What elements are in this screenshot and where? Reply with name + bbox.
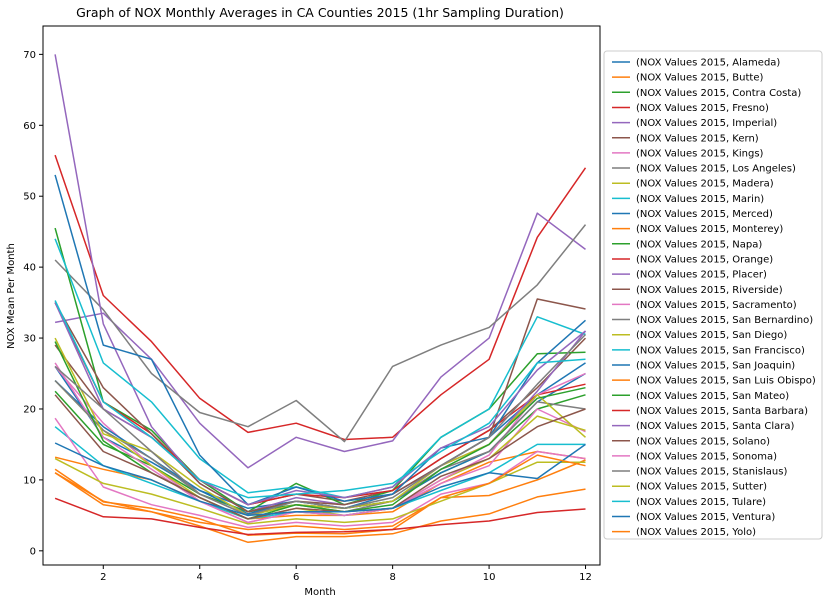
legend-items: (NOX Values 2015, Alameda) (NOX Values 20… <box>612 58 816 538</box>
legend-label: (NOX Values 2015, San Joaquin) <box>636 361 795 372</box>
legend-label: (NOX Values 2015, Fresno) <box>636 103 769 114</box>
y-tick-label: 50 <box>23 192 36 203</box>
legend-label: (NOX Values 2015, Napa) <box>636 239 762 250</box>
legend-label: (NOX Values 2015, Kern) <box>636 133 759 144</box>
legend-label: (NOX Values 2015, Alameda) <box>636 58 780 69</box>
y-tick-label: 70 <box>23 50 36 61</box>
legend-label: (NOX Values 2015, Monterey) <box>636 224 783 235</box>
y-tick-label: 20 <box>23 404 36 415</box>
legend-label: (NOX Values 2015, Marin) <box>636 194 764 205</box>
series-line <box>54 212 586 469</box>
legend-label: (NOX Values 2015, San Luis Obispo) <box>636 376 816 387</box>
y-tick-label: 0 <box>30 546 36 557</box>
legend-label: (NOX Values 2015, Orange) <box>636 254 773 265</box>
legend-label: (NOX Values 2015, Santa Barbara) <box>636 406 808 417</box>
x-tick-label: 10 <box>483 572 496 583</box>
series-line <box>54 300 586 499</box>
y-tick-label: 40 <box>23 263 36 274</box>
series-line <box>54 224 587 443</box>
legend-label: (NOX Values 2015, Los Angeles) <box>636 164 796 175</box>
legend-label: (NOX Values 2015, Imperial) <box>636 118 777 129</box>
legend-label: (NOX Values 2015, San Diego) <box>636 330 787 341</box>
legend: (NOX Values 2015, Alameda) (NOX Values 20… <box>603 50 823 540</box>
x-axis: 2 4 6 8 10 12 <box>100 565 592 583</box>
legend-label: (NOX Values 2015, Merced) <box>636 209 773 220</box>
series-line <box>54 333 587 517</box>
series-line <box>54 154 587 441</box>
legend-label: (NOX Values 2015, San Bernardino) <box>636 315 813 326</box>
legend-label: (NOX Values 2015, Sacramento) <box>636 300 797 311</box>
legend-label: (NOX Values 2015, Stanislaus) <box>636 467 787 478</box>
legend-label: (NOX Values 2015, San Mateo) <box>636 391 789 402</box>
plot-frame <box>42 25 601 566</box>
y-axis-label: NOX Mean Per Month <box>6 243 17 349</box>
legend-label: (NOX Values 2015, Kings) <box>636 148 764 159</box>
series-line <box>54 459 586 536</box>
plot-area <box>42 25 601 566</box>
x-tick-label: 4 <box>197 572 203 583</box>
y-tick-label: 10 <box>23 475 36 486</box>
series-line <box>54 362 586 524</box>
x-axis-label: Month <box>304 587 335 598</box>
series-line <box>54 394 586 520</box>
series-line <box>54 457 586 525</box>
x-tick-label: 6 <box>293 572 299 583</box>
x-tick-label: 12 <box>579 572 592 583</box>
legend-label: (NOX Values 2015, Yolo) <box>636 527 756 538</box>
series-lines <box>54 54 587 544</box>
legend-label: (NOX Values 2015, Ventura) <box>636 512 775 523</box>
legend-label: (NOX Values 2015, Placer) <box>636 270 767 281</box>
series-line <box>54 497 586 536</box>
chart-title: Graph of NOX Monthly Averages in CA Coun… <box>76 5 564 20</box>
series-line <box>54 454 586 531</box>
legend-label: (NOX Values 2015, Madera) <box>636 179 774 190</box>
legend-label: (NOX Values 2015, Tulare) <box>636 497 766 508</box>
legend-label: (NOX Values 2015, Contra Costa) <box>636 88 801 99</box>
legend-label: (NOX Values 2015, Solano) <box>636 436 770 447</box>
y-tick-label: 30 <box>23 334 36 345</box>
legend-label: (NOX Values 2015, Butte) <box>636 73 763 84</box>
legend-label: (NOX Values 2015, Sutter) <box>636 482 767 493</box>
y-tick-label: 60 <box>23 121 36 132</box>
legend-label: (NOX Values 2015, Santa Clara) <box>636 421 794 432</box>
legend-label: (NOX Values 2015, Riverside) <box>636 285 783 296</box>
legend-frame <box>603 50 823 540</box>
x-tick-label: 8 <box>389 572 395 583</box>
legend-label: (NOX Values 2015, Sonoma) <box>636 451 777 462</box>
series-line <box>54 341 586 520</box>
x-tick-label: 2 <box>100 572 106 583</box>
legend-label: (NOX Values 2015, San Francisco) <box>636 345 805 356</box>
series-line <box>54 302 586 506</box>
series-line <box>54 442 586 517</box>
y-axis: 0 10 20 30 40 50 60 70 <box>23 50 43 557</box>
